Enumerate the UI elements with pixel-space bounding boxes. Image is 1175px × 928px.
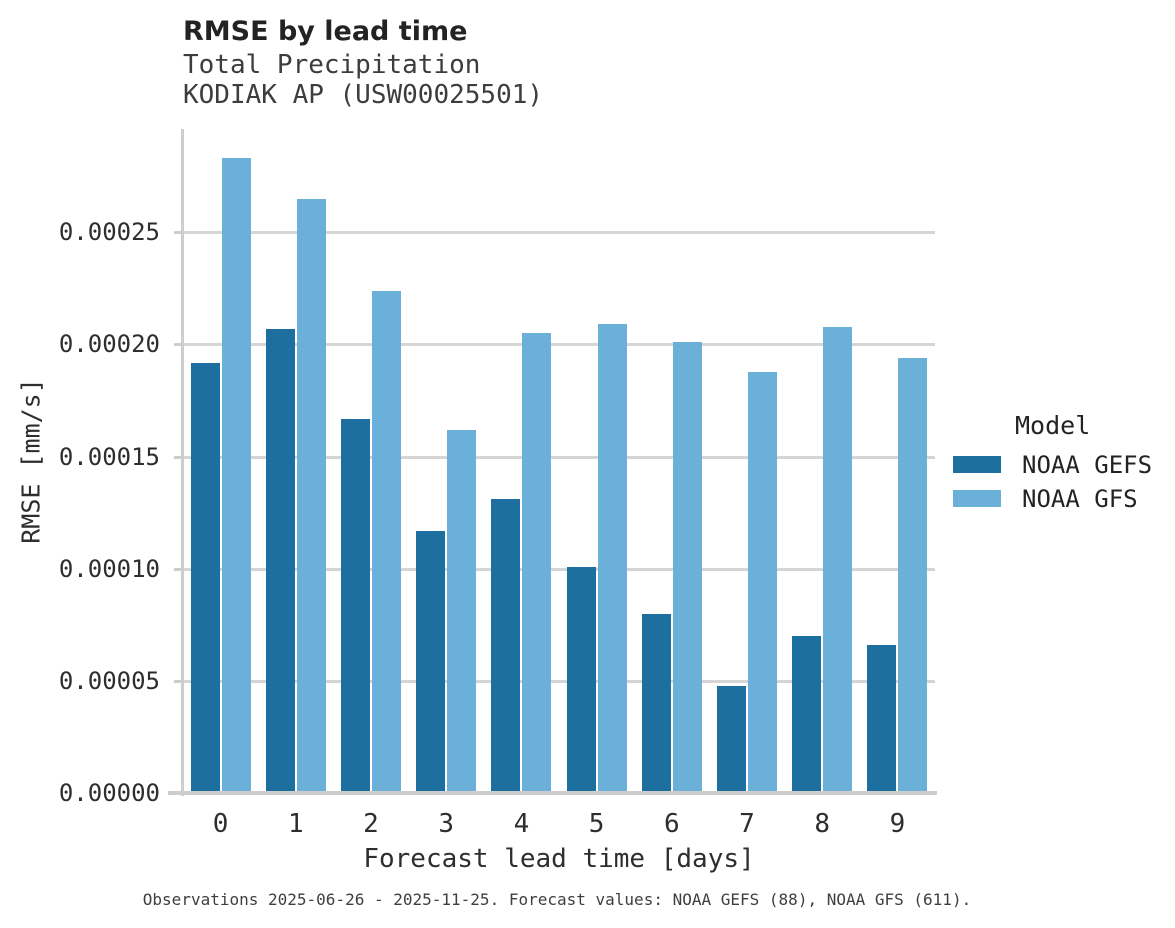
bar-noaa-gfs-day-2	[372, 290, 401, 791]
legend-swatch	[953, 456, 1001, 473]
bar-noaa-gfs-day-9	[898, 358, 928, 791]
legend-entries: NOAA GEFS NOAA GFS	[953, 450, 1168, 513]
bar-group-day-4	[491, 333, 552, 791]
bar-group-day-7	[717, 371, 777, 791]
bar-noaa-gfs-day-5	[597, 324, 627, 791]
bar-group-day-3	[416, 429, 477, 791]
x-tick-label: 2	[363, 809, 379, 839]
bar-noaa-gefs-day-6	[641, 613, 671, 791]
legend-title: Model	[1015, 411, 1091, 440]
x-tick-label: 3	[438, 809, 455, 839]
chart-subtitle-line2: KODIAK AP (USW00025501)	[183, 80, 544, 110]
bar-noaa-gefs-day-4	[491, 499, 521, 791]
y-tick-mark	[174, 792, 181, 795]
bar-noaa-gfs-day-1	[296, 198, 326, 791]
footer-caption: Observations 2025-06-26 - 2025-11-25. Fo…	[142, 890, 972, 909]
x-tick-label: 5	[588, 809, 605, 839]
gridline	[183, 231, 935, 235]
y-axis-line	[181, 129, 184, 796]
y-axis-tick-labels: 0.00000 0.00005 0.00010 0.00015 0.00020 0.000…	[0, 129, 160, 807]
bar-noaa-gefs-day-3	[416, 530, 446, 791]
bar-noaa-gfs-day-7	[748, 371, 777, 791]
chart-subtitle: Total Precipitation KODIAK AP (USW000255…	[183, 50, 543, 110]
legend: Model NOAA GEFS NOAA GFS	[953, 411, 1168, 521]
bar-noaa-gefs-day-8	[792, 636, 822, 791]
gridline	[183, 567, 935, 571]
y-tick-mark	[174, 231, 181, 235]
bar-group-day-2	[341, 290, 401, 791]
bar-noaa-gefs-day-1	[265, 328, 295, 791]
bar-noaa-gefs-day-7	[717, 685, 746, 791]
y-tick-label: 0.00020	[58, 330, 160, 359]
bar-noaa-gefs-day-9	[867, 645, 897, 791]
legend-label: NOAA GEFS	[1022, 450, 1153, 479]
legend-label: NOAA GFS	[1022, 484, 1138, 513]
legend-entry-noaa-gfs: NOAA GFS	[953, 484, 1168, 513]
x-axis-tick-labels: 0 1 2 3 4 5 6 7 8 9	[183, 809, 935, 841]
gridline	[183, 455, 935, 459]
chart-subtitle-line1: Total Precipitation	[183, 50, 481, 80]
y-tick-mark	[174, 455, 181, 459]
chart-title: RMSE by lead time	[183, 16, 468, 47]
bar-noaa-gfs-day-4	[522, 333, 552, 791]
y-tick-mark	[174, 679, 181, 683]
bar-group-day-8	[792, 326, 853, 791]
bar-group-day-6	[641, 342, 702, 791]
bar-noaa-gefs-day-2	[341, 418, 370, 791]
gridline	[183, 679, 935, 683]
x-tick-label: 1	[287, 809, 304, 839]
legend-entry-noaa-gefs: NOAA GEFS	[953, 450, 1168, 479]
x-tick-label: 9	[889, 809, 906, 839]
bar-noaa-gfs-day-0	[221, 158, 251, 791]
x-tick-label: 0	[212, 809, 229, 839]
x-axis-line	[168, 791, 937, 795]
bar-group-day-9	[867, 358, 928, 791]
bar-group-day-5	[566, 324, 627, 791]
y-tick-label: 0.00015	[58, 442, 160, 471]
bar-noaa-gefs-day-5	[566, 566, 596, 791]
y-tick-label: 0.00005	[58, 666, 160, 695]
bar-group-day-0	[190, 158, 251, 791]
x-axis-title: Forecast lead time [days]	[363, 844, 755, 874]
x-tick-label: 6	[663, 809, 680, 839]
plot-area	[183, 129, 935, 793]
bar-noaa-gfs-day-3	[447, 429, 477, 791]
bar-group-day-1	[265, 198, 326, 791]
y-tick-label: 0.00000	[58, 779, 160, 807]
bar-noaa-gfs-day-8	[823, 326, 853, 791]
y-tick-mark	[174, 567, 181, 571]
x-tick-label: 4	[513, 809, 530, 839]
bar-noaa-gefs-day-0	[190, 362, 220, 791]
y-tick-mark	[174, 343, 181, 347]
gridline	[183, 343, 935, 347]
y-tick-label: 0.00025	[58, 218, 160, 247]
x-tick-label: 7	[739, 809, 755, 839]
x-tick-label: 8	[814, 809, 831, 839]
y-tick-label: 0.00010	[58, 554, 160, 583]
bar-noaa-gfs-day-6	[672, 342, 702, 791]
legend-swatch	[953, 490, 1001, 507]
